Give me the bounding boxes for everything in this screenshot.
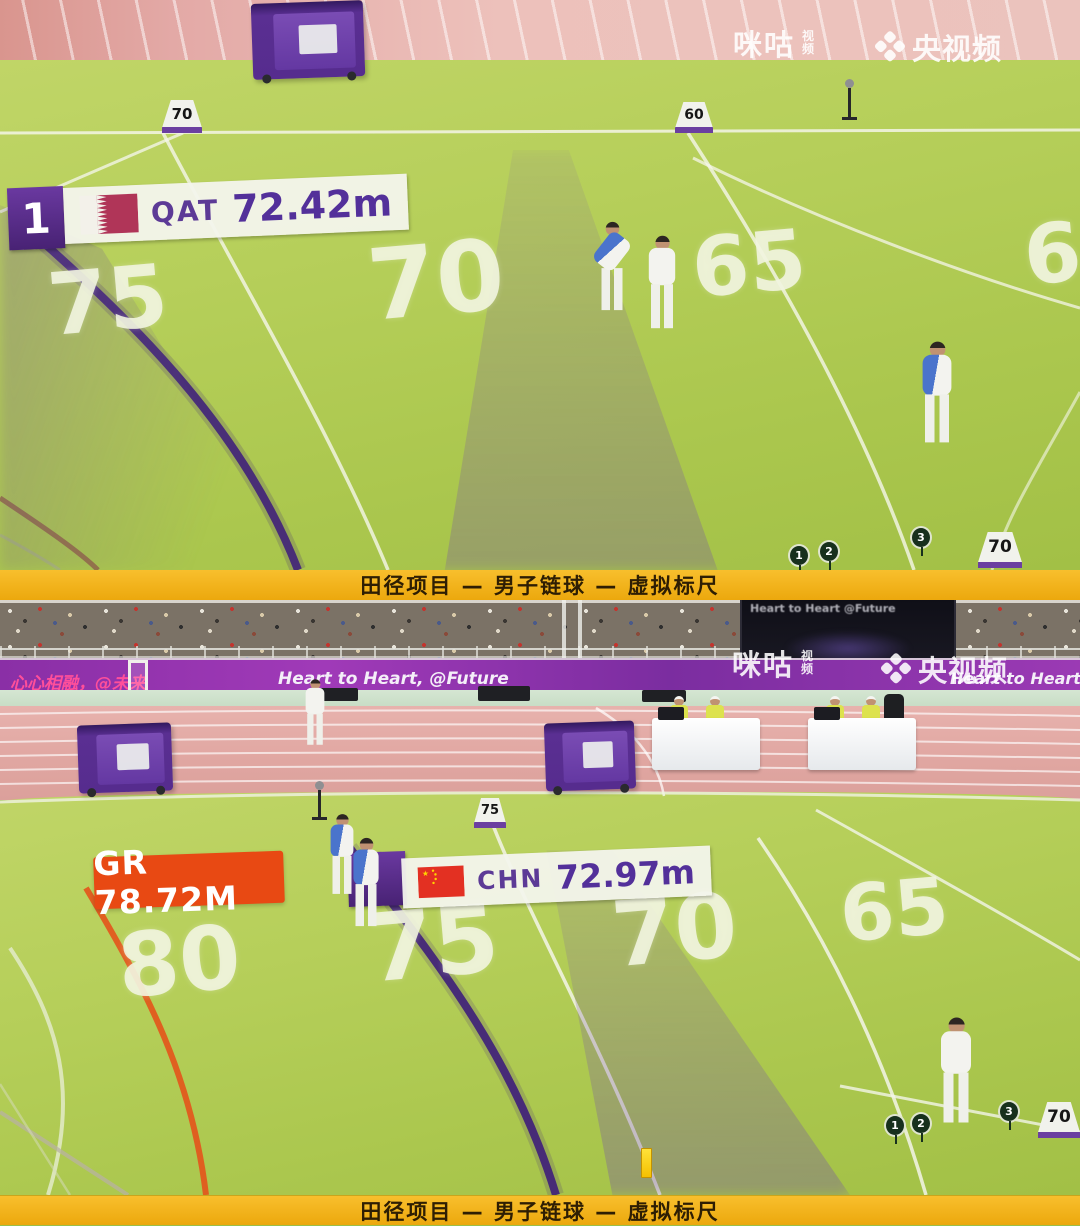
distance-label-75: 75 [363, 884, 504, 1005]
distance-label-80: 80 [113, 904, 245, 1019]
cctv-diamond-icon [879, 652, 913, 686]
distance-label-65: 65 [688, 212, 811, 317]
attempt-paddle-2: 2 [910, 1112, 932, 1142]
rank-number: 1 [6, 186, 66, 251]
china-flag [417, 865, 465, 899]
migu-watermark: 咪咕 视频 [733, 28, 815, 62]
bottom-video-frame: Heart to Heart @Future 心心相融，@未来 Heart to… [0, 600, 1080, 1195]
athlete-figure [330, 814, 354, 894]
equipment-case [318, 688, 358, 701]
event-caption-bar: 田径项目 — 男子链球 — 虚拟标尺 [0, 570, 1080, 600]
banner-slogan-cn: 心心相融，@未来 [10, 674, 146, 694]
equipment-cart [76, 722, 174, 798]
banner-slogan-en: Heart to Heart, @Future [278, 669, 509, 689]
attempt-paddle-1: 1 [884, 1114, 906, 1144]
distance-label-75: 75 [43, 245, 172, 357]
qatar-flag [79, 193, 139, 235]
officials-table [652, 707, 760, 770]
gantry-post [578, 600, 582, 694]
distance-label-65: 65 [836, 861, 953, 961]
athlete-figure [922, 341, 952, 443]
country-code: CHN [476, 863, 544, 895]
attempt-paddle-3: 3 [998, 1100, 1020, 1130]
monitor [814, 707, 840, 720]
banner-slogan-en-right: Heart to Heart [950, 669, 1080, 688]
caption-text: 田径项目 — 男子链球 — 虚拟标尺 [360, 1199, 720, 1224]
official-on-track [305, 679, 325, 745]
migu-watermark: 咪咕 视频 [732, 648, 814, 682]
attempt-paddle-2: 2 [818, 540, 840, 570]
games-record-badge: GR 78.72M [93, 842, 285, 922]
distance-label-60-cut: 6 [1019, 204, 1080, 305]
official-athlete-figure [591, 221, 633, 311]
field-microphone [312, 781, 327, 820]
track-apron [0, 690, 1080, 708]
event-caption-bar: 田径项目 — 男子链球 — 虚拟标尺 [0, 1195, 1080, 1225]
result-board-chn: CHN 72.97m [401, 844, 712, 909]
yellow-field-marker [641, 1148, 652, 1178]
gantry-post [562, 600, 566, 694]
field-microphone [842, 79, 857, 120]
cctv-video-watermark: 央视频 [873, 26, 1002, 68]
equipment-cart [543, 720, 637, 796]
cctv-diamond-icon [873, 30, 907, 64]
distance-result: 72.42m [231, 180, 393, 231]
equipment-case [478, 686, 530, 701]
attempt-paddle-1: 1 [788, 544, 810, 570]
athlete-figure [353, 837, 379, 927]
attempt-paddle-3: 3 [910, 526, 932, 556]
distance-label-70: 70 [363, 218, 510, 344]
athlete-figure [941, 1017, 971, 1123]
monitor [658, 707, 684, 720]
distance-result: 72.97m [555, 851, 696, 897]
result-board-qat: 1 QAT 72.42m [6, 172, 410, 251]
athlete-figure [648, 235, 676, 329]
cctv-video-watermark: 央视频 [879, 648, 1008, 690]
caption-text: 田径项目 — 男子链球 — 虚拟标尺 [360, 574, 720, 598]
country-code: QAT [150, 193, 221, 229]
equipment-cart [250, 0, 366, 84]
officials-table [808, 707, 916, 770]
top-video-frame: 75 70 65 6 70 60 1 QAT 72.42m 1 2 3 70 咪… [0, 0, 1080, 570]
